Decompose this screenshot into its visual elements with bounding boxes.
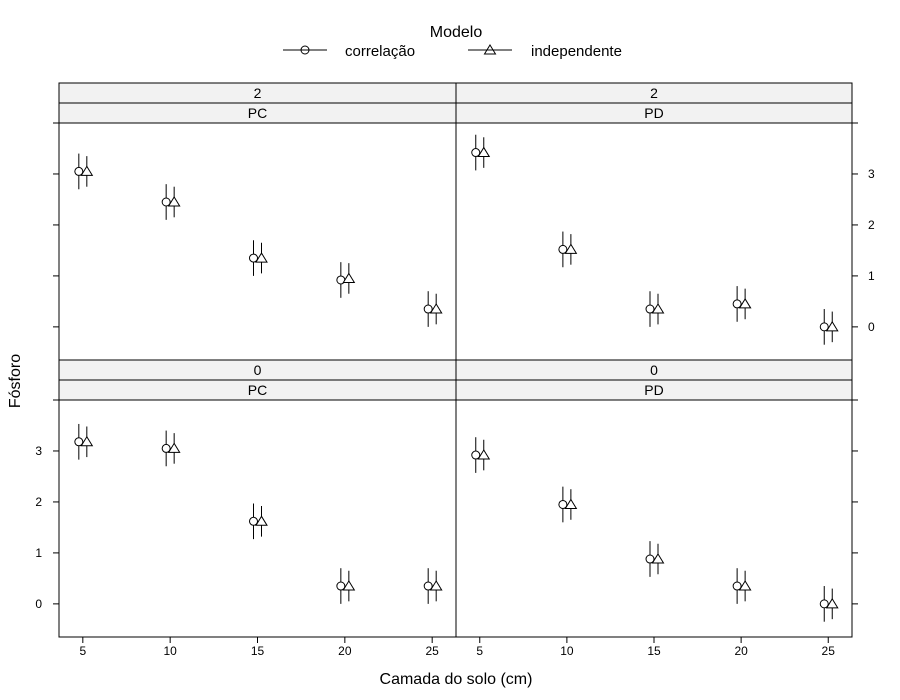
y-tick-label: 3	[35, 444, 42, 458]
point-independente	[651, 553, 665, 564]
x-tick-label: 25	[426, 644, 440, 658]
x-tick-label: 5	[79, 644, 86, 658]
y-tick-label: 2	[868, 218, 875, 232]
panel-bottom-right: 0 PD 5 10 15 20 25	[455, 359, 858, 658]
x-tick-label: 10	[163, 644, 177, 658]
y-tick-label: 0	[868, 320, 875, 334]
point-independente	[825, 597, 839, 609]
x-tick-label: 10	[560, 644, 574, 658]
y-axis-title: Fósforo	[7, 354, 24, 408]
point-independente	[167, 196, 181, 207]
panel-top-right: 2 PD 0 1 2 3	[455, 82, 875, 361]
point-independente	[477, 449, 491, 460]
panels: 2 PC 2 PD 0 1 2 3 0 PC 0 1 2 3 5 10 15 20 25 0 PD 5 10 15 20 25	[35, 82, 875, 658]
point-correlacao	[819, 599, 829, 609]
point-independente	[80, 165, 94, 176]
point-correlacao	[471, 148, 481, 158]
x-tick-label: 5	[476, 644, 483, 658]
plot-frame	[58, 122, 457, 361]
x-tick-label: 15	[251, 644, 265, 658]
point-correlacao	[249, 516, 258, 526]
strip-label-bottom: PC	[248, 105, 267, 121]
panel-bottom-left: 0 PC 0 1 2 3 5 10 15 20 25	[35, 359, 457, 658]
legend-entry-independente: independente	[468, 43, 622, 60]
point-correlacao	[423, 304, 433, 314]
point-correlacao	[249, 253, 258, 263]
point-independente	[342, 580, 356, 591]
y-tick-label: 2	[35, 495, 42, 509]
point-correlacao	[732, 581, 742, 591]
point-correlacao	[558, 244, 568, 254]
plot-frame	[58, 399, 457, 638]
x-tick-label: 20	[734, 644, 748, 658]
strip-label-top: 2	[650, 85, 658, 101]
x-tick-label: 25	[822, 644, 836, 658]
point-independente	[255, 515, 268, 526]
point-independente	[167, 442, 181, 453]
point-independente	[825, 320, 839, 332]
point-independente	[738, 297, 752, 309]
point-correlacao	[645, 554, 655, 564]
point-correlacao	[819, 322, 829, 332]
legend-label-independente: independente	[531, 43, 622, 60]
legend-label-correlacao: correlação	[345, 43, 415, 60]
point-independente	[738, 580, 752, 591]
legend: Modelo correlação independente	[283, 24, 622, 60]
point-correlacao	[74, 166, 84, 176]
x-axis-title: Camada do solo (cm)	[380, 671, 533, 688]
strip-label-bottom: PD	[644, 105, 663, 121]
point-correlacao	[558, 499, 568, 509]
strip-label-top: 0	[254, 362, 262, 378]
point-correlacao	[645, 304, 655, 314]
strip-label-top: 0	[650, 362, 658, 378]
x-tick-label: 15	[647, 644, 661, 658]
point-correlacao	[161, 197, 171, 207]
point-independente	[80, 435, 94, 447]
point-correlacao	[471, 450, 481, 460]
point-independente	[564, 498, 578, 509]
y-tick-label: 3	[868, 167, 875, 181]
x-tick-label: 20	[338, 644, 352, 658]
point-independente	[429, 580, 443, 591]
y-tick-label: 1	[868, 269, 875, 283]
point-correlacao	[74, 437, 84, 447]
point-independente	[429, 303, 443, 314]
panel-top-left: 2 PC	[53, 82, 457, 361]
point-independente	[477, 146, 491, 158]
plot-frame	[455, 399, 853, 638]
point-correlacao	[732, 299, 742, 309]
point-independente	[564, 243, 578, 254]
strip-label-top: 2	[254, 85, 262, 101]
plot-frame	[455, 122, 853, 361]
point-independente	[651, 303, 665, 314]
strip-label-bottom: PD	[644, 382, 663, 398]
point-independente	[255, 252, 268, 263]
y-tick-label: 0	[35, 597, 42, 611]
point-correlacao	[423, 581, 433, 591]
legend-entry-correlacao: correlação	[283, 43, 415, 60]
point-independente	[342, 272, 356, 283]
y-tick-label: 1	[35, 546, 42, 560]
legend-title: Modelo	[430, 24, 483, 41]
point-correlacao	[161, 443, 171, 453]
triangle-marker-icon	[483, 44, 497, 55]
circle-marker-icon	[300, 45, 310, 55]
strip-label-bottom: PC	[248, 382, 267, 398]
point-correlacao	[336, 581, 346, 591]
